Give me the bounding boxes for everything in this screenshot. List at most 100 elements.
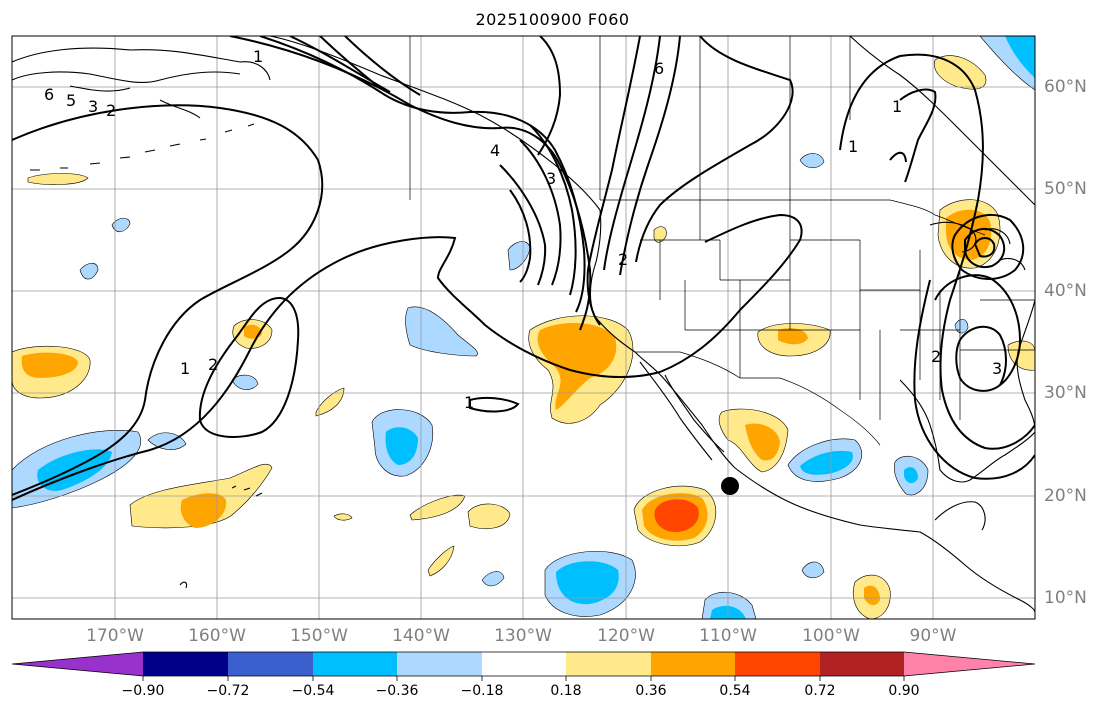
mexico-coast	[734, 467, 1035, 613]
colorbar-segment	[820, 652, 904, 676]
positive-anomaly-blob	[333, 513, 353, 521]
contour-label: 4	[490, 141, 500, 160]
contour-label: 1	[253, 47, 263, 66]
latitude-label: 20°N	[1044, 486, 1087, 506]
canada-provinces	[409, 36, 851, 200]
contour-label: 5	[66, 91, 76, 110]
negative-anomaly-blob	[481, 571, 505, 587]
contour-label: 3	[88, 97, 98, 116]
negative-anomaly-blob	[799, 153, 825, 169]
colorbar-tick-label: 0.90	[888, 683, 920, 699]
contour-label: 6	[44, 85, 54, 104]
colorbar-segment	[482, 652, 566, 676]
negative-anomaly-core	[904, 467, 918, 484]
positive-anomaly-blob	[315, 387, 345, 417]
positive-anomaly-blob	[653, 226, 667, 243]
colorbar-tick-label: −0.18	[460, 683, 504, 699]
colorbar-segment	[651, 652, 735, 676]
colorbar-segment	[566, 652, 651, 676]
positive-anomaly-blob	[934, 55, 987, 90]
state-borders	[640, 200, 1035, 420]
positive-anomaly-core	[537, 323, 617, 410]
contour-line	[899, 88, 937, 183]
canada-northeast	[849, 36, 1035, 206]
contour-label: 1	[464, 393, 474, 412]
negative-anomaly-blob	[111, 217, 131, 232]
contour-line	[537, 36, 562, 156]
colorbar-segment	[735, 652, 820, 676]
colorbar-extend-low	[12, 652, 143, 676]
contour-line	[344, 36, 547, 286]
contour-label: 1	[892, 97, 902, 116]
longitude-label: 170°W	[86, 626, 144, 646]
contour-line	[469, 396, 520, 413]
map-content: 6 5 3 2 1 6 4 3 2 1 1 1 2 2 3 1	[12, 36, 1035, 619]
contour-line	[198, 297, 300, 438]
contour-line	[889, 151, 907, 163]
gulf-coast	[899, 379, 1035, 483]
negative-anomaly-blob	[405, 306, 478, 357]
longitude-label: 90°W	[909, 626, 957, 646]
contour-label: 2	[618, 250, 628, 269]
positive-anomaly-blob	[27, 173, 89, 185]
shaded-field-layer	[12, 36, 1035, 619]
baja-peninsula	[639, 361, 725, 461]
contour-label: 1	[848, 137, 858, 156]
map-background	[12, 36, 1035, 619]
latitude-label: 10°N	[1044, 588, 1087, 608]
contour-line	[973, 237, 996, 258]
positive-anomaly-core	[21, 352, 79, 378]
contour-label: 2	[106, 101, 116, 120]
latitude-label: 50°N	[1044, 179, 1087, 199]
contour-label: 3	[546, 169, 556, 188]
border-layer	[409, 36, 1035, 446]
aleutian-islands	[30, 123, 255, 171]
yucatan	[934, 501, 986, 531]
colorbar-segment	[313, 652, 397, 676]
colorbar-tick-label: −0.72	[206, 683, 250, 699]
longitude-label: 120°W	[597, 626, 655, 646]
contour-line	[839, 53, 1035, 450]
positive-anomaly-blob	[467, 503, 511, 529]
contour-line	[12, 213, 803, 501]
negative-anomaly-blob	[79, 262, 99, 280]
positive-anomaly-core	[778, 328, 808, 345]
contour-line	[635, 36, 794, 263]
contour-line	[955, 325, 1007, 392]
colorbar-tick-label: −0.36	[375, 683, 419, 699]
map-title: 2025100900 F060	[475, 10, 630, 29]
colorbar-tick-label: 0.54	[719, 683, 751, 699]
negative-anomaly-core	[800, 450, 853, 475]
colorbar-tick-label: 0.72	[804, 683, 836, 699]
colorbar-tick-label: 0.36	[635, 683, 667, 699]
positive-anomaly-core	[745, 423, 780, 461]
negative-anomaly-core	[1005, 36, 1035, 78]
negative-anomaly-core	[556, 561, 619, 605]
longitude-label: 100°W	[802, 626, 860, 646]
contour-line	[603, 36, 661, 271]
negative-anomaly-blob	[801, 561, 825, 579]
east-coast	[1016, 299, 1035, 431]
us-canada-border	[600, 199, 986, 236]
graticule	[12, 36, 1035, 619]
coastline-layer	[12, 36, 1035, 613]
contour-line	[913, 279, 1035, 480]
colorbar-segment	[143, 652, 228, 676]
longitude-label: 160°W	[188, 626, 246, 646]
latitude-label: 60°N	[1044, 77, 1087, 97]
contour-layer	[12, 36, 1035, 501]
colorbar-extend-high	[904, 652, 1035, 676]
colorbar-tick-label: 0.18	[550, 683, 582, 699]
contour-line	[509, 189, 532, 283]
longitude-label: 110°W	[699, 626, 757, 646]
contour-label: 6	[654, 59, 664, 78]
contour-line	[319, 36, 562, 286]
hawaii-islands	[179, 485, 263, 589]
latitude-label: 40°N	[1044, 281, 1087, 301]
positive-anomaly-core	[864, 585, 880, 606]
longitude-label: 140°W	[392, 626, 450, 646]
positive-anomaly-peak	[654, 499, 699, 532]
colorbar-segment	[397, 652, 482, 676]
contour-line	[12, 104, 324, 496]
